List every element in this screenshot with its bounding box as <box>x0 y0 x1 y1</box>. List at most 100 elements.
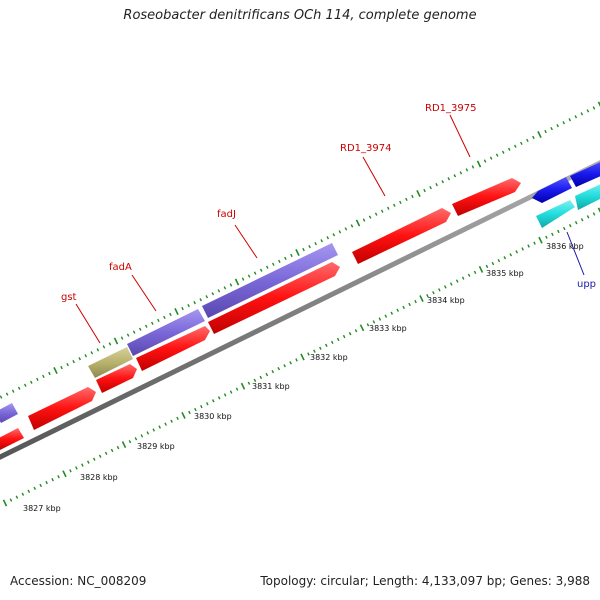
major-tick <box>597 101 600 107</box>
leader-fadj <box>234 224 258 259</box>
minor-tick <box>188 410 191 415</box>
minor-tick <box>435 182 438 187</box>
minor-tick <box>21 492 25 496</box>
gene-arrow-cyan-upp <box>536 200 575 228</box>
minor-tick <box>187 303 190 308</box>
minor-tick <box>390 311 394 315</box>
minor-tick <box>211 292 215 296</box>
major-tick <box>2 499 8 507</box>
minor-tick <box>144 324 148 328</box>
minor-tick <box>15 495 19 499</box>
scale-label: 3833 kbp <box>369 324 407 333</box>
minor-tick <box>163 315 166 320</box>
major-tick <box>355 219 361 227</box>
minor-tick <box>592 106 596 110</box>
minor-tick <box>126 333 130 337</box>
minor-tick <box>283 364 286 368</box>
minor-tick <box>350 224 354 228</box>
minor-tick <box>592 212 596 216</box>
minor-tick <box>217 396 221 400</box>
gene-labels: gst fadA fadJ RD1_3974 RD1_3975 upp <box>61 103 596 303</box>
minor-tick <box>362 218 366 222</box>
minor-tick <box>526 138 529 143</box>
scale-labels: 3827 kbp 3828 kbp 3829 kbp 3830 kbp 3831… <box>23 242 584 513</box>
minor-tick <box>461 276 465 280</box>
minor-tick <box>247 274 251 278</box>
minor-tick <box>533 241 536 245</box>
minor-tick <box>344 227 348 231</box>
map-title: Roseobacter denitrificans OCh 114, compl… <box>123 8 477 23</box>
minor-tick <box>9 498 13 502</box>
label-leaders <box>75 114 585 344</box>
leader-upp <box>566 231 585 276</box>
major-tick <box>416 190 421 197</box>
minor-tick <box>229 283 233 287</box>
minor-tick <box>509 253 513 257</box>
minor-tick <box>277 366 281 371</box>
minor-tick <box>170 419 173 423</box>
minor-tick <box>586 215 590 219</box>
minor-tick <box>110 448 114 453</box>
genome-backbone <box>0 160 600 460</box>
minor-tick <box>66 362 69 367</box>
minor-tick <box>253 271 257 275</box>
minor-tick <box>354 329 358 333</box>
gene-label-upp: upp <box>577 279 596 290</box>
minor-tick <box>497 258 501 263</box>
minor-tick <box>483 159 487 163</box>
minor-tick <box>90 351 94 355</box>
minor-tick <box>169 312 172 317</box>
scale-label: 3831 kbp <box>252 382 290 391</box>
minor-tick <box>368 215 372 219</box>
minor-tick <box>96 348 100 352</box>
minor-tick <box>17 386 21 390</box>
minor-tick <box>520 141 523 146</box>
minor-tick <box>265 372 269 377</box>
minor-tick <box>271 262 275 266</box>
minor-tick <box>11 389 15 393</box>
major-tick <box>53 367 58 374</box>
minor-tick <box>426 293 429 298</box>
minor-tick <box>544 129 547 134</box>
scale-label: 3834 kbp <box>427 296 465 305</box>
minor-tick <box>386 206 390 210</box>
minor-tick <box>556 123 559 128</box>
minor-tick <box>29 380 33 384</box>
minor-tick <box>515 250 519 254</box>
major-tick <box>295 249 300 256</box>
minor-tick <box>92 457 96 461</box>
minor-tick <box>392 203 396 207</box>
minor-tick <box>396 308 400 312</box>
minor-tick <box>568 118 572 122</box>
minor-tick <box>284 256 287 261</box>
minor-tick <box>98 454 102 458</box>
gene-label-rd1-3975: RD1_3975 <box>425 103 476 114</box>
minor-tick <box>580 218 584 222</box>
gene-arrow-cyan-right <box>575 184 600 210</box>
minor-tick <box>181 306 184 311</box>
major-tick <box>597 207 600 213</box>
minor-tick <box>223 286 227 290</box>
minor-tick <box>366 323 370 327</box>
minor-tick <box>574 220 578 225</box>
minor-tick <box>562 226 566 231</box>
minor-tick <box>104 451 108 456</box>
scale-label: 3830 kbp <box>194 412 232 421</box>
minor-tick <box>545 235 548 239</box>
minor-tick <box>152 428 156 432</box>
gene-arrow-red-rd1-3975 <box>452 178 521 216</box>
minor-tick <box>128 439 132 444</box>
leader-gst <box>75 303 101 344</box>
minor-tick <box>562 121 566 125</box>
minor-tick <box>86 460 90 464</box>
minor-tick <box>586 109 590 113</box>
reverse-strand-genes <box>0 184 600 450</box>
minor-tick <box>102 345 106 349</box>
minor-tick <box>326 236 330 240</box>
minor-tick <box>384 314 388 318</box>
major-tick <box>419 295 424 303</box>
forward-strand-genes <box>0 162 600 423</box>
minor-tick <box>374 212 378 216</box>
minor-tick <box>527 244 530 248</box>
minor-tick <box>193 300 196 305</box>
